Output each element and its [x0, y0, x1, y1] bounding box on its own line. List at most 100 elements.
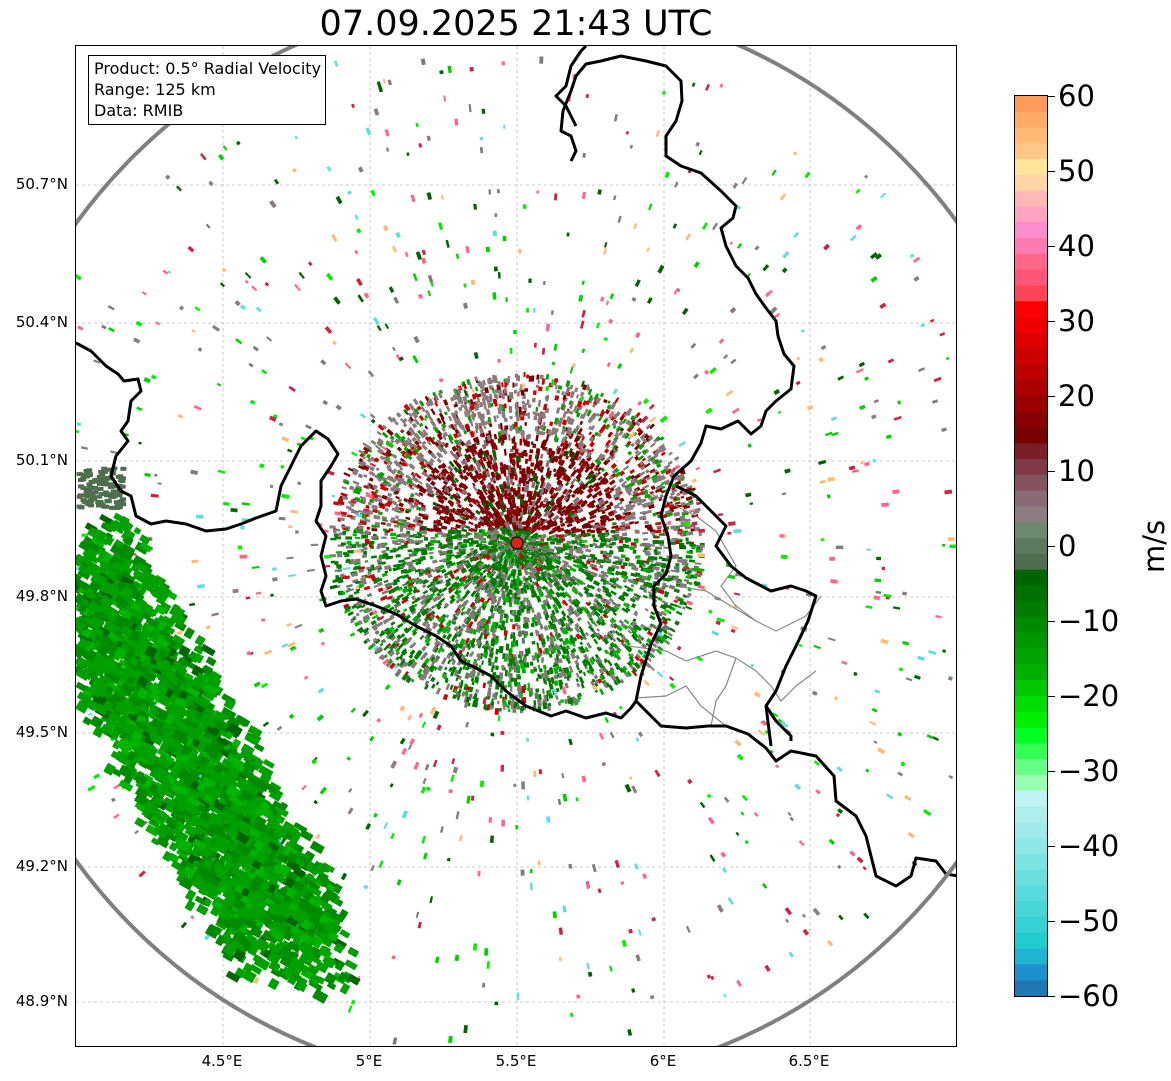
echo-cell — [382, 618, 390, 625]
echo-cell — [579, 641, 584, 646]
echo-cell — [513, 551, 517, 556]
echo-cell — [504, 669, 508, 677]
echo-cell — [528, 454, 533, 462]
echo-cell — [516, 575, 520, 582]
echo-cell — [527, 434, 532, 439]
echo-cell — [478, 529, 483, 534]
echo-cell — [545, 394, 550, 402]
echo-cell — [362, 442, 369, 448]
echo-cell — [553, 434, 558, 441]
echo-cell — [524, 458, 528, 464]
echo-cell — [402, 587, 409, 594]
echo-cell — [535, 688, 540, 693]
echo-cell — [626, 670, 633, 678]
echo-cell — [440, 464, 445, 469]
echo-cell — [527, 412, 531, 419]
echo-cell — [428, 551, 434, 555]
echo-cell — [370, 439, 377, 446]
echo-cell — [678, 528, 683, 532]
echo-cell — [514, 678, 518, 684]
echo-cell — [651, 531, 656, 536]
echo-cell — [427, 573, 433, 579]
echo-cell — [406, 659, 414, 667]
echo-cell — [379, 642, 384, 647]
echo-cell — [632, 549, 637, 554]
echo-cell — [512, 636, 516, 642]
echo-cell — [430, 665, 436, 673]
echo-cell — [460, 567, 468, 574]
echo-cell — [575, 654, 581, 661]
echo-cell — [618, 420, 624, 426]
echo-cell — [405, 516, 411, 521]
echo-cell — [483, 402, 487, 410]
echo-cell — [455, 596, 463, 604]
echo-cell — [588, 657, 595, 665]
echo-cell — [649, 544, 655, 547]
echo-cell — [597, 475, 603, 481]
echo-cell — [657, 597, 663, 602]
echo-cell — [530, 622, 535, 628]
echo-cell — [638, 471, 646, 477]
echo-cell — [366, 445, 373, 451]
echo-cell — [582, 400, 587, 406]
echo-cell — [558, 459, 566, 467]
echo-cell — [472, 482, 476, 487]
echo-cell — [519, 499, 525, 505]
echo-cell — [564, 533, 569, 537]
echo-cell — [569, 401, 574, 409]
echo-cell — [527, 404, 532, 408]
echo-cell — [507, 671, 511, 678]
echo-cell — [414, 516, 422, 521]
echo-cell — [538, 386, 543, 392]
echo-cell — [406, 560, 414, 566]
echo-cell — [598, 668, 605, 676]
echo-cell — [371, 524, 377, 528]
echo-cell — [475, 559, 483, 567]
echo-cell — [548, 653, 553, 658]
echo-cell — [517, 684, 522, 692]
echo-cell — [572, 466, 577, 471]
echo-cell — [409, 416, 415, 422]
radar-map[interactable] — [75, 45, 957, 1047]
echo-cell — [476, 543, 482, 548]
echo-cell — [438, 408, 443, 413]
echo-cell — [615, 649, 621, 655]
echo-cell — [381, 424, 388, 430]
echo-cell — [524, 407, 528, 412]
map-title: 07.09.2025 21:43 UTC — [319, 4, 713, 44]
echo-cell — [448, 415, 453, 422]
echo-cell — [572, 501, 579, 509]
echo-cell — [411, 436, 417, 443]
echo-cell — [555, 687, 560, 693]
echo-cell — [614, 630, 621, 637]
echo-cell — [397, 546, 404, 550]
echo-cell — [572, 647, 577, 653]
echo-cell — [345, 536, 353, 540]
echo-cell — [493, 399, 498, 407]
echo-cell — [509, 488, 513, 492]
echo-cell — [469, 547, 475, 552]
echo-cell — [463, 429, 468, 435]
echo-cell — [462, 469, 467, 474]
echo-cell — [593, 393, 599, 401]
echo-cell — [488, 430, 492, 438]
echo-cell — [329, 553, 336, 558]
echo-cell — [549, 421, 554, 427]
echo-cell — [539, 466, 545, 473]
echo-cell — [384, 450, 392, 458]
echo-cell — [653, 638, 660, 645]
echo-cell — [617, 558, 624, 562]
echo-cell — [397, 498, 403, 503]
echo-cell — [457, 631, 463, 638]
echo-cell — [364, 560, 369, 563]
echo-cell — [512, 382, 515, 388]
echo-cell — [409, 492, 415, 498]
echo-cell — [593, 538, 597, 542]
echo-cell — [513, 703, 517, 709]
echo-cell — [442, 693, 449, 701]
echo-cell — [367, 501, 372, 506]
echo-cell — [602, 609, 609, 616]
echo-cell — [402, 423, 408, 428]
echo-cell — [590, 529, 596, 534]
radar-map-canvas — [76, 46, 956, 1046]
